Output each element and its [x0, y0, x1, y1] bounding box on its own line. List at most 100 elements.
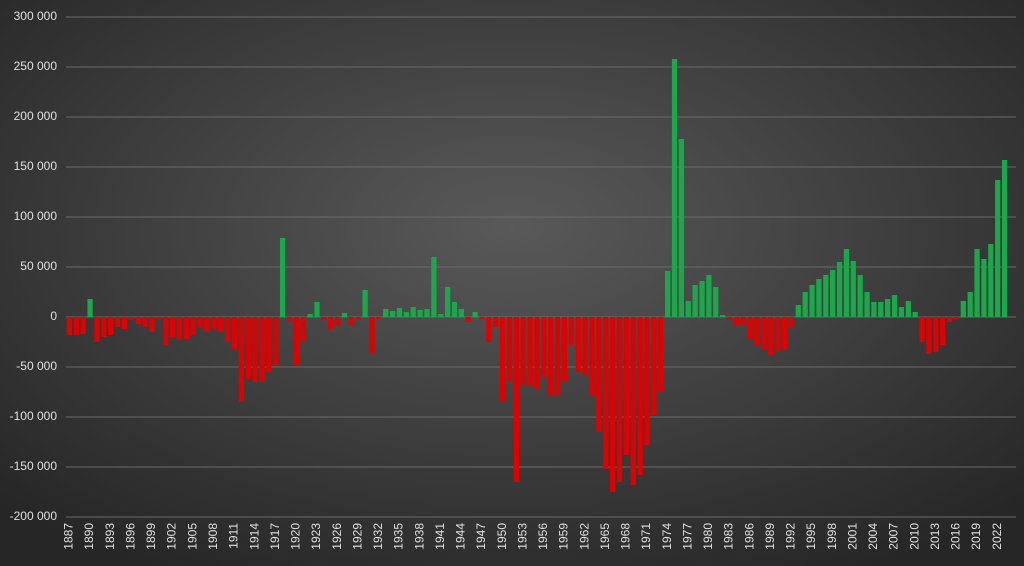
x-tick-label: 1959 [557, 523, 571, 550]
x-tick-label: 1956 [536, 523, 550, 550]
x-tick-label: 1977 [680, 523, 694, 550]
bar [121, 317, 128, 329]
x-tick-label: 1950 [495, 523, 509, 550]
bar [830, 270, 836, 317]
x-tick-label: 1899 [144, 523, 158, 550]
bar [438, 314, 444, 317]
bar [733, 317, 740, 325]
bar [836, 262, 843, 317]
bar [933, 317, 939, 352]
y-tick-label: -100 000 [10, 409, 58, 423]
bar [534, 317, 540, 389]
bar [176, 317, 183, 340]
bar [919, 317, 925, 342]
x-tick-label: 1902 [165, 523, 179, 550]
bar [671, 59, 678, 317]
x-tick-label: 2016 [949, 523, 963, 550]
bar [561, 317, 568, 382]
bar [389, 311, 396, 317]
x-tick-label: 1926 [330, 523, 344, 550]
bar [197, 317, 203, 327]
bar [568, 317, 574, 345]
y-tick-label: 200 000 [14, 109, 58, 123]
bar [348, 317, 354, 325]
bar [926, 317, 932, 354]
y-tick-label: 50 000 [20, 259, 57, 273]
bar [623, 317, 629, 455]
bar [768, 317, 774, 355]
y-tick-label: -50 000 [16, 359, 57, 373]
y-tick-label: -200 000 [10, 509, 58, 523]
bar [431, 257, 437, 317]
bar [369, 317, 375, 353]
bar [259, 317, 265, 382]
bar [286, 317, 293, 322]
bar [809, 285, 815, 317]
x-tick-label: 2013 [928, 523, 942, 550]
bar [651, 317, 657, 415]
bar [293, 317, 299, 365]
bar [953, 317, 960, 319]
bar [445, 287, 451, 317]
bar [87, 299, 93, 317]
bar [713, 287, 719, 317]
bar [878, 302, 884, 317]
bar [781, 317, 788, 350]
bar [396, 308, 403, 317]
x-tick-label: 1932 [371, 523, 385, 550]
bar [616, 317, 623, 482]
bar [493, 317, 499, 327]
x-tick-label: 1974 [660, 523, 674, 550]
bar [761, 317, 767, 350]
bar [314, 302, 320, 317]
bar [720, 315, 726, 317]
bar [383, 309, 389, 317]
x-tick-label: 1965 [598, 523, 612, 550]
bar [169, 317, 176, 337]
bar [341, 313, 348, 317]
bar [266, 317, 272, 372]
bar [885, 299, 891, 317]
x-tick-label: 1986 [742, 523, 756, 550]
bar [658, 317, 664, 392]
bar [706, 275, 712, 317]
bar [424, 309, 430, 317]
bar [163, 317, 169, 345]
bar [101, 317, 107, 337]
x-tick-label: 1995 [804, 523, 818, 550]
bar [795, 305, 801, 317]
x-tick-label: 2001 [845, 523, 859, 550]
bar [486, 317, 492, 342]
bar [747, 317, 753, 339]
bar [974, 249, 980, 317]
bar [458, 309, 464, 317]
x-tick-label: 1914 [247, 523, 261, 550]
bar [321, 317, 327, 320]
bar [610, 317, 616, 492]
bar [355, 317, 361, 320]
x-tick-label: 1962 [577, 523, 591, 550]
bar [582, 317, 588, 375]
bar [472, 312, 478, 317]
bar [816, 279, 822, 317]
bar [218, 317, 224, 332]
bar [967, 292, 973, 317]
bar [527, 317, 533, 385]
bar [857, 275, 863, 317]
bar [135, 317, 141, 324]
bar [190, 317, 196, 335]
x-tick-label: 1998 [825, 523, 839, 550]
bar [843, 249, 850, 317]
bar [685, 301, 691, 317]
bar [224, 317, 231, 342]
bar [823, 275, 829, 317]
bar [279, 238, 286, 317]
bar [871, 302, 877, 317]
bar [603, 317, 609, 469]
bar [988, 244, 994, 317]
bar [981, 259, 987, 317]
bar [114, 317, 121, 327]
x-tick-label: 2004 [866, 523, 880, 550]
bar [506, 317, 513, 382]
